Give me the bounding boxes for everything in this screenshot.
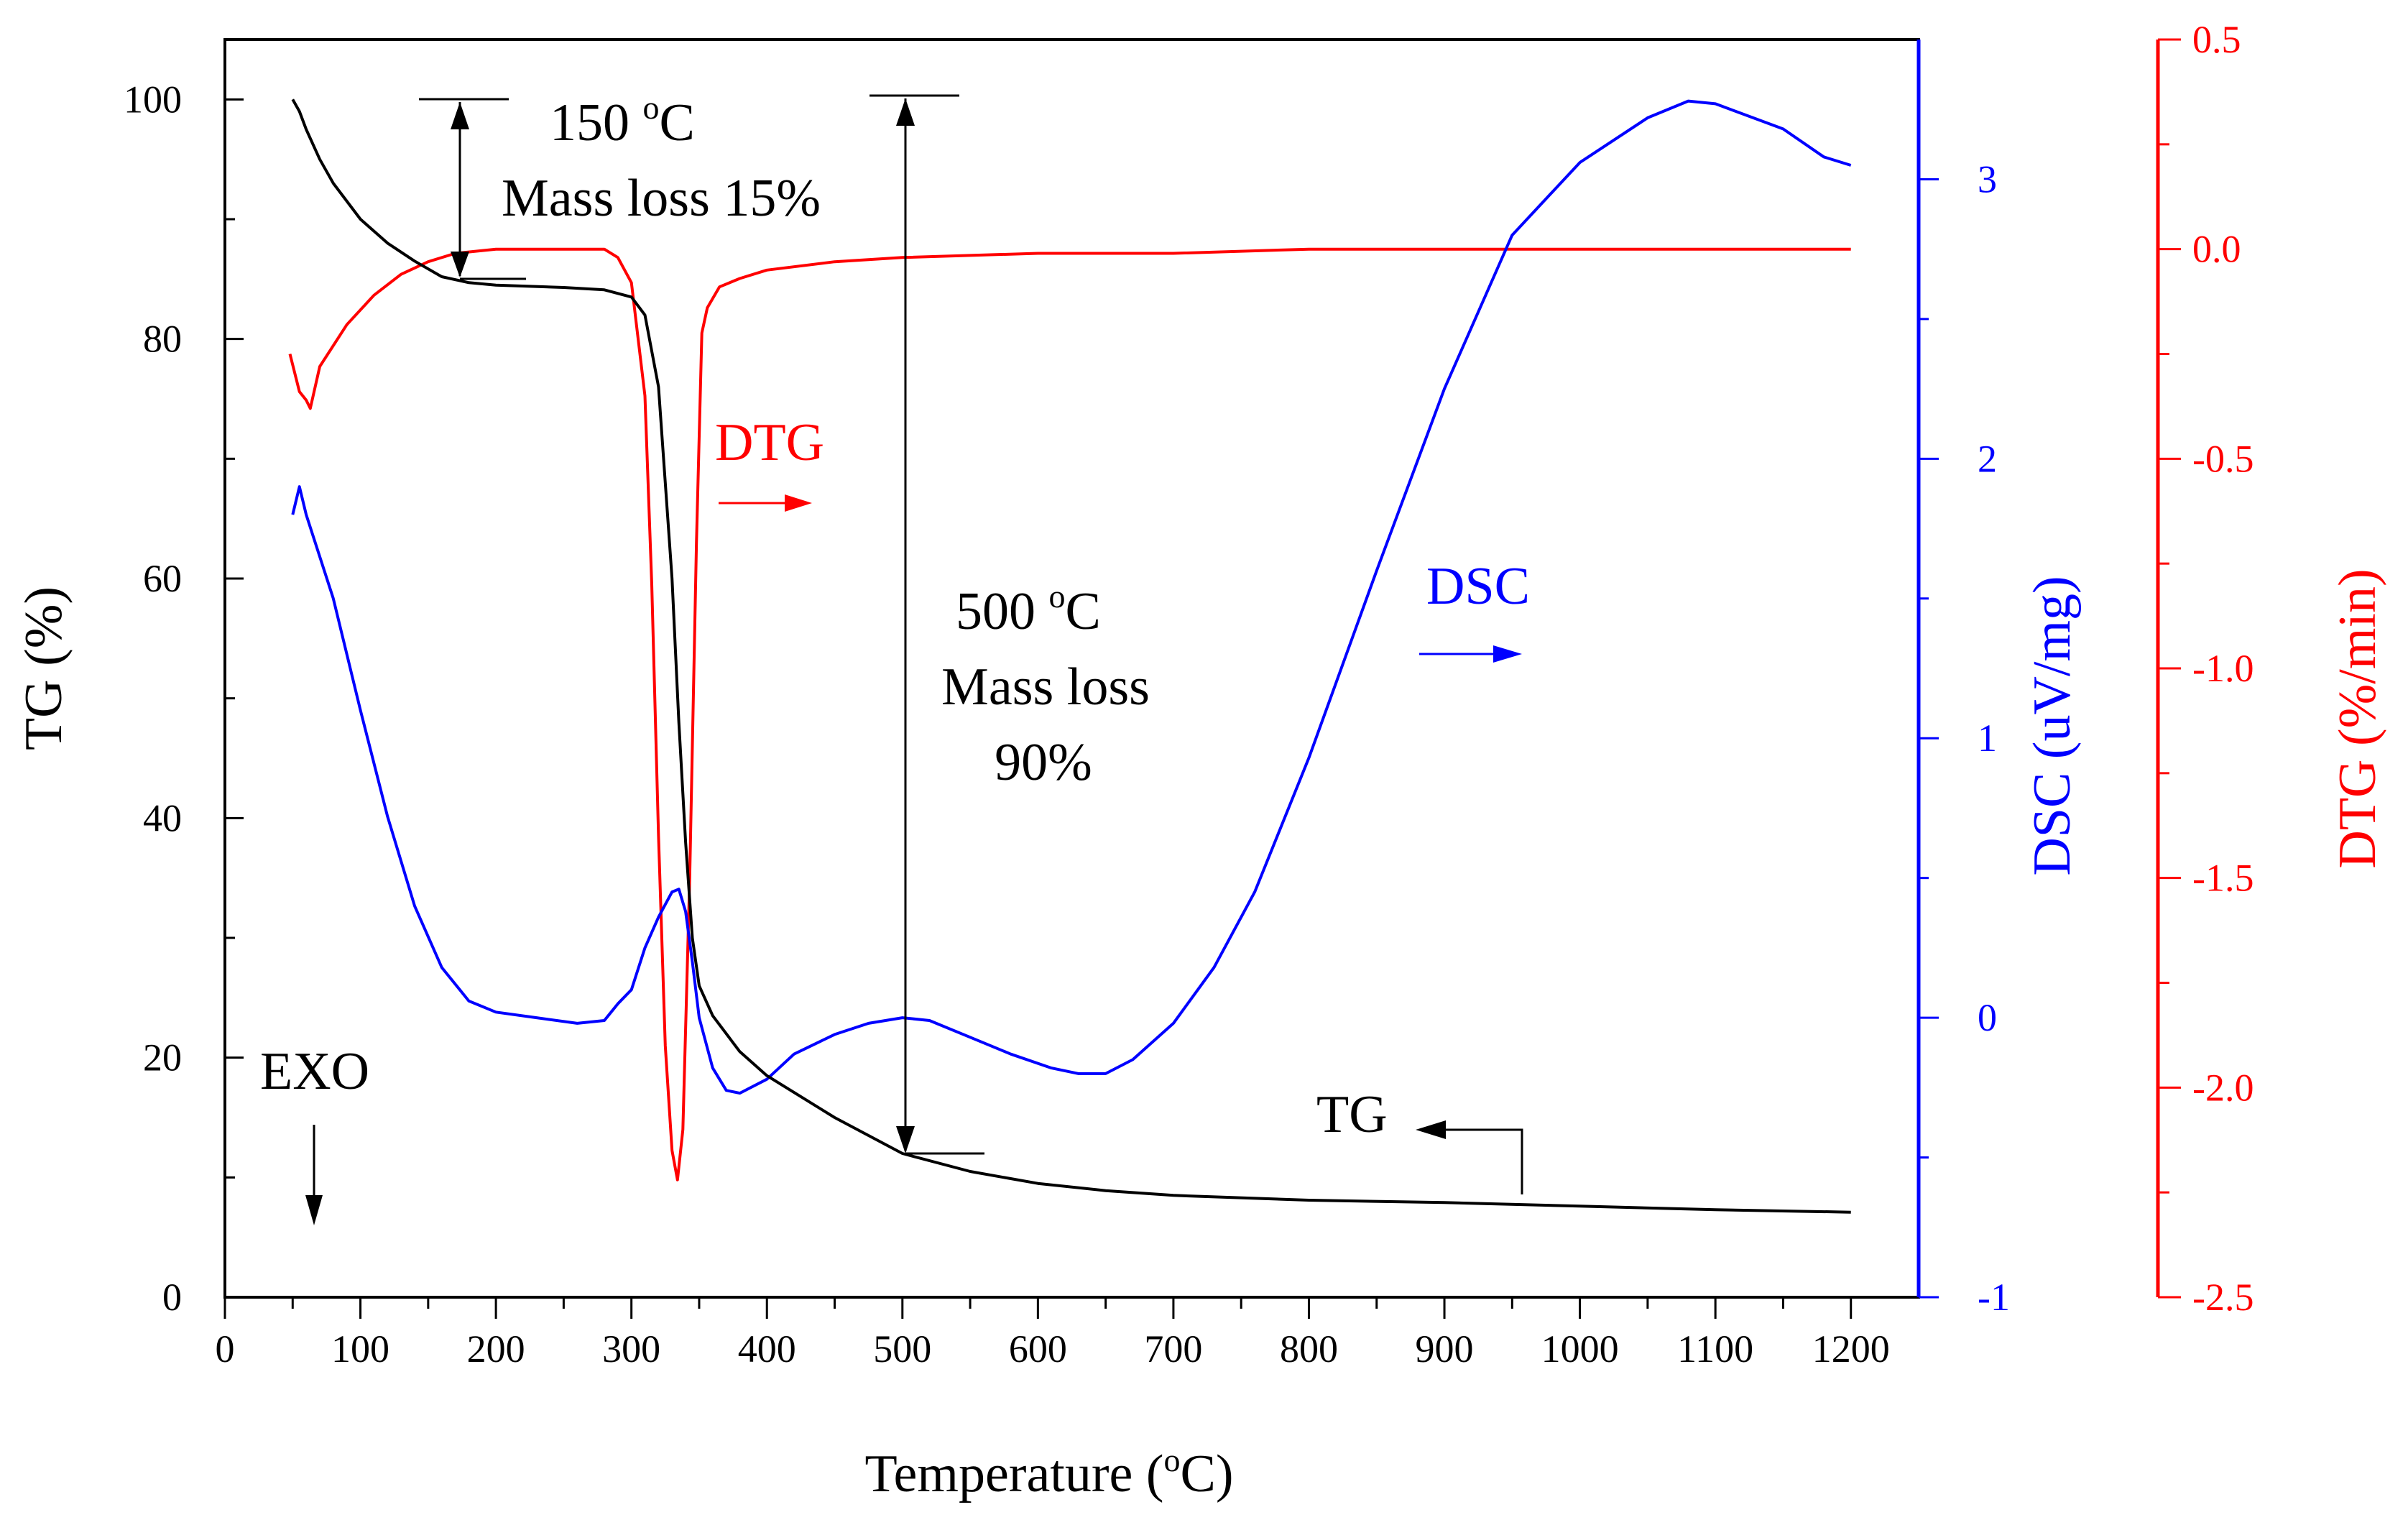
x-axis-title: Temperature (oC) <box>865 1442 1234 1503</box>
dsc-series-label: DSC <box>1426 557 1530 616</box>
tg-tick-label: 20 <box>143 1036 182 1079</box>
x-tick-label: 800 <box>1280 1327 1338 1371</box>
dsc-series-line <box>291 99 1852 1095</box>
dtg-axis-title: DTG (%/min) <box>2328 568 2387 868</box>
dsc-tick-label: 1 <box>1978 717 1997 760</box>
tg-tick-label: 60 <box>143 557 182 600</box>
dtg-tick-label: -2.5 <box>2192 1276 2254 1319</box>
dtg-tick-label: -2.0 <box>2192 1066 2254 1109</box>
tg-tick-label: 0 <box>162 1276 182 1319</box>
x-tick-label: 1000 <box>1541 1327 1619 1371</box>
annotation-500-percent: 90% <box>995 733 1092 792</box>
annotation-500-mass-loss: Mass loss <box>941 658 1150 717</box>
x-tick-label: 100 <box>331 1327 389 1371</box>
x-tick-label: 1200 <box>1812 1327 1890 1371</box>
tg-series-line <box>291 98 1851 1214</box>
dtg-arrow-icon <box>719 494 812 512</box>
annotation-500-temp: 500 oC <box>956 578 1101 641</box>
dtg-tick-label: 0.5 <box>2192 18 2241 61</box>
x-axis-ticks: 0 100 200 300 400 500 600 700 800 900 1000 1100 1200 <box>216 1297 1890 1371</box>
tg-axis-ticks: 0 20 40 60 80 100 <box>124 78 244 1319</box>
tg-tick-label: 80 <box>143 318 182 361</box>
annotation-150-temp: 150 oC <box>550 89 695 152</box>
dtg-tick-label: -1.0 <box>2192 647 2254 690</box>
annotation-150-mass-loss: Mass loss 15% <box>502 169 821 228</box>
dsc-axis-title: DSC (uV/mg) <box>2023 576 2082 875</box>
exo-arrow-icon <box>305 1125 323 1225</box>
dtg-tick-label: -0.5 <box>2192 437 2254 480</box>
x-tick-label: 500 <box>873 1327 931 1371</box>
x-tick-label: 700 <box>1144 1327 1202 1371</box>
mass-loss-500-marker <box>869 94 984 1155</box>
dtg-axis-ticks: -2.5 -2.0 -1.5 -1.0 -0.5 0.0 0.5 <box>2158 18 2254 1319</box>
dsc-tick-label: 2 <box>1978 437 1997 480</box>
x-tick-label: 1100 <box>1677 1327 1753 1371</box>
dsc-tick-label: 0 <box>1978 996 1997 1039</box>
x-tick-label: 900 <box>1416 1327 1474 1371</box>
tg-series-label: TG <box>1316 1085 1388 1144</box>
tg-tick-label: 100 <box>124 78 182 121</box>
tg-tick-label: 40 <box>143 796 182 839</box>
dtg-tick-label: 0.0 <box>2192 228 2241 271</box>
dtg-tick-label: -1.5 <box>2192 857 2254 900</box>
dsc-arrow-icon <box>1419 645 1522 663</box>
dtg-series-label: DTG <box>715 413 824 472</box>
dsc-tick-label: -1 <box>1978 1276 2010 1319</box>
dsc-axis-ticks: -1 0 1 2 3 <box>1916 40 2010 1319</box>
dtg-series-line <box>288 247 1851 1182</box>
x-tick-label: 200 <box>467 1327 525 1371</box>
x-tick-label: 400 <box>738 1327 796 1371</box>
x-tick-label: 300 <box>602 1327 660 1371</box>
x-tick-label: 600 <box>1009 1327 1067 1371</box>
exo-label: EXO <box>260 1042 369 1101</box>
tg-axis-title: TG (%) <box>14 586 73 750</box>
tg-arrow-icon <box>1416 1120 1523 1194</box>
dsc-tick-label: 3 <box>1978 157 1997 201</box>
mass-loss-150-marker <box>419 98 526 280</box>
x-tick-label: 0 <box>216 1327 235 1371</box>
